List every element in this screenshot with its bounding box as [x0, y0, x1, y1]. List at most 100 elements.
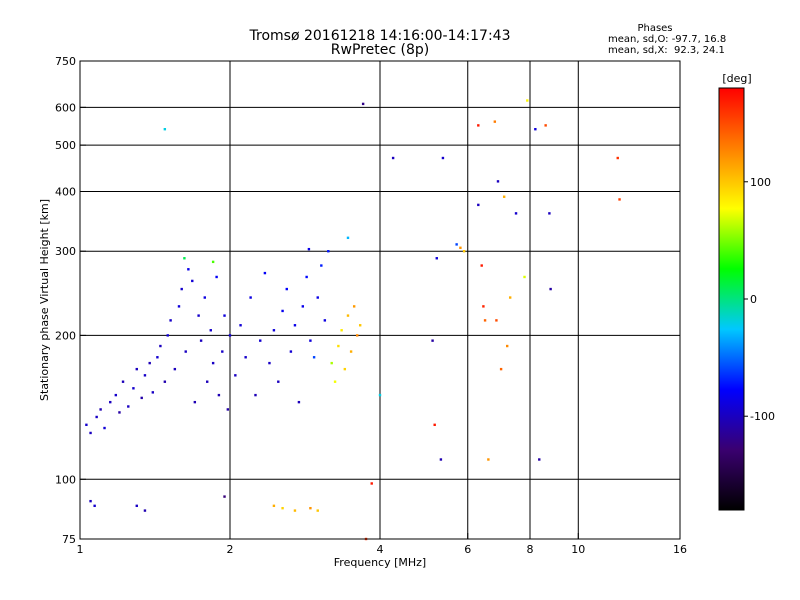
data-point [254, 393, 257, 397]
data-point [544, 124, 547, 127]
y-tick-label: 750 [55, 55, 76, 68]
data-point [323, 319, 327, 322]
data-point [215, 275, 218, 279]
data-point [285, 287, 288, 291]
data-point [370, 482, 373, 485]
data-point [493, 120, 497, 123]
data-point [327, 250, 330, 253]
data-point [114, 393, 118, 397]
data-point [439, 458, 443, 461]
data-point [263, 271, 267, 275]
data-point [548, 212, 551, 215]
data-point [184, 350, 187, 353]
data-point [297, 400, 301, 404]
data-point [441, 156, 445, 160]
data-point [93, 504, 96, 508]
data-point [228, 334, 232, 337]
data-point [482, 305, 485, 308]
chart-subtitle: RwPretec (8p) [331, 42, 429, 58]
data-point [435, 257, 438, 260]
y-tick-label: 300 [55, 245, 76, 258]
data-point [140, 396, 143, 400]
data-point [514, 212, 518, 215]
x-tick-label: 2 [227, 543, 234, 556]
data-point [109, 400, 112, 404]
data-point [312, 356, 316, 359]
data-point [205, 380, 209, 383]
data-point [499, 367, 503, 371]
data-point [433, 423, 436, 427]
colorbar-tick-label: 0 [750, 293, 757, 306]
data-point [361, 102, 365, 106]
data-point [496, 180, 500, 183]
data-point [281, 309, 284, 313]
data-point [534, 127, 537, 131]
data-point [477, 203, 480, 207]
data-point [523, 275, 526, 279]
colorbar-tick-label: 100 [750, 176, 771, 189]
data-point [143, 509, 147, 512]
data-point [89, 431, 92, 435]
data-point [135, 504, 138, 508]
data-point [330, 361, 333, 365]
data-point [85, 423, 88, 427]
data-point [259, 339, 262, 342]
data-point [177, 305, 181, 308]
data-point [281, 506, 284, 510]
data-point [346, 236, 350, 240]
data-point [118, 411, 121, 414]
data-point [169, 319, 172, 322]
data-point [199, 339, 203, 342]
data-point [121, 380, 125, 383]
data-point [268, 361, 271, 365]
data-point [272, 329, 276, 332]
data-point [305, 275, 308, 279]
data-point [618, 198, 621, 201]
data-point [95, 415, 98, 419]
x-axis-label: Frequency [MHz] [334, 556, 426, 569]
y-tick-label: 500 [55, 139, 76, 152]
data-point [221, 350, 224, 353]
data-point [549, 287, 552, 291]
y-tick-label: 600 [55, 101, 76, 114]
legend-header: Phases [637, 23, 672, 34]
data-point [156, 356, 159, 359]
data-point [462, 250, 466, 253]
x-tick-label: 10 [571, 543, 585, 556]
data-point [309, 506, 312, 510]
x-axis-ticks: 1 2 4 6 8 10 16 [77, 533, 687, 556]
data-point [148, 361, 151, 365]
data-point [223, 314, 226, 317]
data-point [358, 324, 362, 327]
data-point [191, 279, 194, 283]
data-point [349, 350, 353, 353]
y-tick-label: 400 [55, 185, 76, 198]
data-point [495, 319, 498, 322]
data-point [455, 243, 458, 246]
data-point [163, 127, 167, 131]
data-point [180, 287, 183, 291]
data-point [487, 458, 490, 461]
data-point [163, 380, 167, 383]
data-point [193, 400, 197, 404]
grid-lines [80, 61, 680, 539]
data-point [183, 257, 186, 260]
data-point [333, 380, 337, 383]
data-point [508, 296, 512, 299]
legend-line-o: mean, sd,O: -97.7, 16.8 [608, 34, 726, 45]
data-point [127, 405, 130, 408]
data-point [239, 324, 242, 327]
data-point [173, 367, 177, 371]
x-tick-label: 1 [77, 543, 84, 556]
data-point [340, 329, 343, 332]
colorbar-label: [deg] [722, 72, 751, 85]
x-tick-label: 4 [377, 543, 384, 556]
legend-line-x: mean, sd,X: 92.3, 24.1 [608, 45, 725, 56]
data-point [337, 344, 340, 348]
data-point [352, 305, 356, 308]
x-tick-label: 16 [673, 543, 687, 556]
data-point [99, 408, 102, 411]
data-point [132, 387, 135, 390]
data-point [316, 296, 319, 299]
